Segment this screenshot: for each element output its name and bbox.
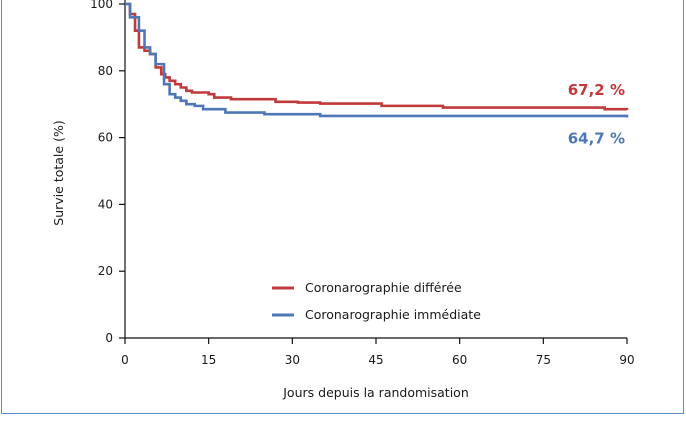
y-tick-label: 80 <box>98 64 113 78</box>
x-tick-label: 75 <box>536 353 551 367</box>
x-tick-label: 45 <box>368 353 383 367</box>
y-axis-label: Survie totale (%) <box>51 120 66 225</box>
x-tick-label: 30 <box>285 353 300 367</box>
y-tick-label: 20 <box>98 264 113 278</box>
x-tick-label: 15 <box>201 353 216 367</box>
series-line-immediate <box>125 2 629 118</box>
x-tick-label: 60 <box>452 353 467 367</box>
legend-entry-label: Coronarographie différée <box>305 280 462 295</box>
y-tick-label: 40 <box>98 197 113 211</box>
y-tick-label: 60 <box>98 131 113 145</box>
x-tick-label: 0 <box>121 353 129 367</box>
x-axis-label: Jours depuis la randomisation <box>282 385 469 400</box>
legend: Coronarographie différée Coronarographie … <box>272 280 481 322</box>
x-tick-label: 90 <box>619 353 634 367</box>
series-end-label: 64,7 % <box>568 130 625 148</box>
y-tick-label: 100 <box>90 0 113 11</box>
figure-frame <box>1 0 684 414</box>
series-layer: 67,2 % 64,7 % <box>125 2 629 148</box>
y-tick-label: 0 <box>105 331 113 345</box>
series-line-differee <box>125 2 629 111</box>
axes: 0 15 30 45 60 75 90 0 20 40 60 80 100 <box>90 0 635 367</box>
series-end-label: 67,2 % <box>568 81 625 99</box>
legend-entry-label: Coronarographie immédiate <box>305 307 481 322</box>
